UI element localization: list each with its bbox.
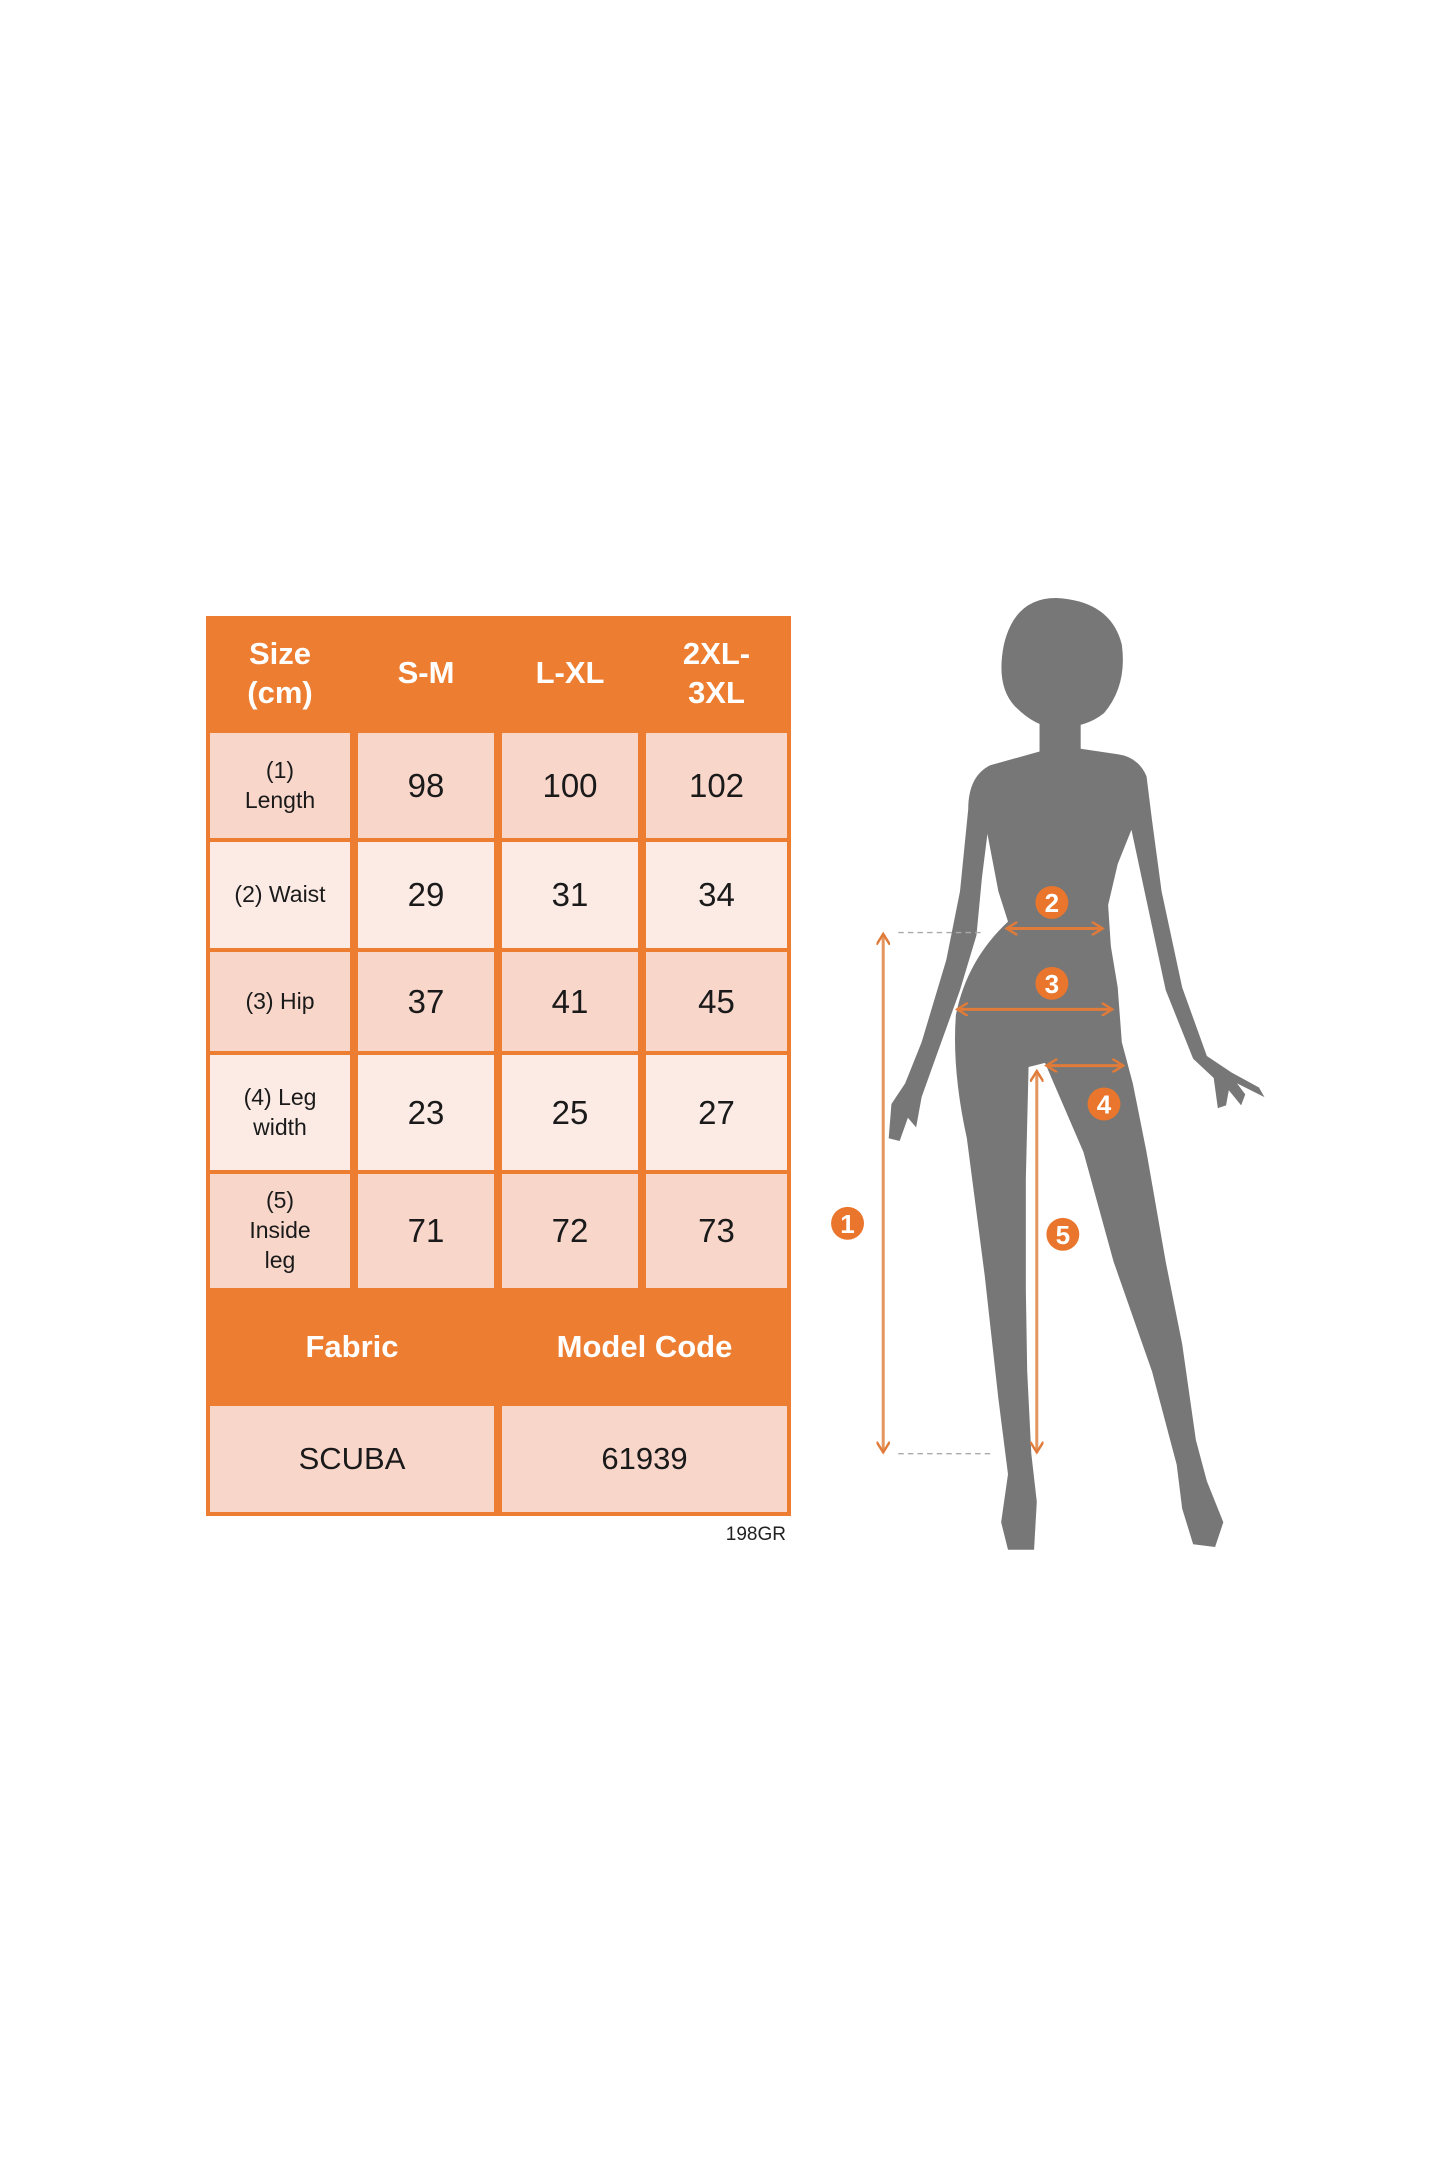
row-label-length: (1) Length bbox=[210, 733, 350, 838]
product-code: 198GR bbox=[725, 1524, 786, 1545]
marker-4: 4 bbox=[1087, 1087, 1121, 1121]
row-label-inside-leg: (5) Inside leg bbox=[210, 1174, 350, 1288]
cell-inside-leg-l-xl: 72 bbox=[502, 1174, 638, 1288]
measurement-lines bbox=[883, 928, 1123, 1453]
header-l-xl: L-XL bbox=[535, 655, 605, 691]
footer-header-fabric: Fabric bbox=[305, 1328, 399, 1364]
head-hair bbox=[1001, 597, 1123, 728]
cell-leg-width-s-m: 23 bbox=[358, 1055, 494, 1170]
header-2xl-3xl: 2XL- 3XL bbox=[682, 635, 751, 710]
marker-2: 2 bbox=[1035, 885, 1069, 919]
footer-header-model-code: Model Code bbox=[556, 1328, 733, 1364]
cell-hip-l-xl: 41 bbox=[502, 952, 638, 1051]
row-label-waist: (2) Waist bbox=[210, 842, 350, 948]
marker-3: 3 bbox=[1035, 966, 1069, 1000]
row-label-hip: (3) Hip bbox=[210, 952, 350, 1051]
svg-text:3: 3 bbox=[1045, 969, 1060, 999]
silhouette bbox=[888, 597, 1265, 1550]
svg-text:4: 4 bbox=[1097, 1090, 1112, 1120]
cell-waist-2xl-3xl: 34 bbox=[646, 842, 787, 948]
svg-text:5: 5 bbox=[1056, 1220, 1071, 1250]
cell-leg-width-l-xl: 25 bbox=[502, 1055, 638, 1170]
cell-waist-s-m: 29 bbox=[358, 842, 494, 948]
row-label-leg-width: (4) Leg width bbox=[210, 1055, 350, 1170]
cell-inside-leg-2xl-3xl: 73 bbox=[646, 1174, 787, 1288]
marker-1: 1 bbox=[831, 1206, 864, 1240]
cell-hip-s-m: 37 bbox=[358, 952, 494, 1051]
cell-length-l-xl: 100 bbox=[502, 733, 638, 838]
cell-leg-width-2xl-3xl: 27 bbox=[646, 1055, 787, 1170]
cell-inside-leg-s-m: 71 bbox=[358, 1174, 494, 1288]
svg-text:1: 1 bbox=[840, 1209, 855, 1239]
size-chart-table: Size (cm) S-M L-XL 2XL- 3XL (1) Length 9… bbox=[206, 616, 791, 1516]
marker-5: 5 bbox=[1046, 1217, 1080, 1251]
body bbox=[888, 720, 1265, 1550]
cell-waist-l-xl: 31 bbox=[502, 842, 638, 948]
header-size: Size (cm) bbox=[247, 635, 313, 710]
fabric-value: SCUBA bbox=[210, 1406, 494, 1512]
model-code-value: 61939 bbox=[502, 1406, 787, 1512]
svg-text:2: 2 bbox=[1045, 888, 1060, 918]
cell-length-s-m: 98 bbox=[358, 733, 494, 838]
cell-hip-2xl-3xl: 45 bbox=[646, 952, 787, 1051]
header-s-m: S-M bbox=[397, 655, 455, 691]
cell-length-2xl-3xl: 102 bbox=[646, 733, 787, 838]
